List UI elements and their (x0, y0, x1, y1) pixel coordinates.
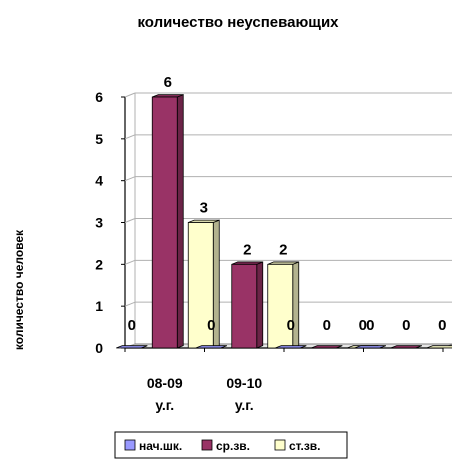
legend-swatch (202, 440, 212, 450)
bar-side (293, 262, 299, 348)
data-label: 0 (287, 317, 295, 334)
data-label: 0 (366, 317, 374, 334)
data-label: 3 (200, 200, 208, 217)
data-label: 0 (402, 317, 410, 334)
y-tick-label: 2 (95, 256, 103, 272)
bar-top (196, 346, 227, 348)
bar-top (311, 346, 342, 348)
data-label: 2 (279, 241, 287, 258)
bar-front (268, 264, 293, 348)
chart-title: количество неуспевающих (137, 14, 339, 31)
x-tick-label: 09-10 (226, 375, 262, 391)
bar-top (116, 346, 147, 348)
data-label: 0 (323, 317, 331, 334)
y-axis-label: количество человек (12, 229, 26, 350)
data-label: 0 (438, 317, 446, 334)
bar-нач.шк. (196, 346, 227, 348)
bar-ст.зв. (268, 262, 299, 348)
y-tick-label: 1 (95, 298, 103, 314)
side-gridline (125, 260, 135, 264)
bar-front (232, 264, 257, 348)
bar-ср.зв. (232, 262, 263, 348)
bar-нач.шк. (355, 346, 386, 348)
y-tick-label: 0 (95, 340, 103, 356)
bar-нач.шк. (116, 346, 147, 348)
x-tick-label: у.г. (235, 397, 254, 413)
bar-ср.зв. (152, 95, 183, 348)
legend-swatch (125, 440, 135, 450)
data-label: 0 (207, 317, 215, 334)
y-tick-label: 4 (95, 173, 103, 189)
legend-swatch (275, 440, 285, 450)
bar-side (257, 262, 263, 348)
bar-нач.шк. (275, 346, 306, 348)
legend: нач.шк. ср.зв. ст.зв. (115, 432, 347, 458)
data-label: 6 (164, 74, 172, 91)
data-label: 2 (243, 241, 251, 258)
bar-top (391, 346, 422, 348)
bar-top (355, 346, 386, 348)
side-gridline (125, 219, 135, 223)
data-label: 0 (128, 317, 136, 334)
bar-top (275, 346, 306, 348)
bar-ср.зв. (311, 346, 342, 348)
y-tick-label: 5 (95, 131, 103, 147)
bar-ср.зв. (391, 346, 422, 348)
y-tick-label: 6 (95, 89, 103, 105)
x-tick-label: у.г. (155, 397, 174, 413)
legend-label: ср.зв. (216, 439, 250, 453)
side-gridline (125, 302, 135, 306)
y-tick-label: 3 (95, 215, 103, 231)
legend-label: ст.зв. (289, 439, 321, 453)
legend-label: нач.шк. (139, 439, 182, 453)
side-gridline (125, 135, 135, 139)
bar-front (152, 97, 177, 348)
bar-side (177, 95, 183, 348)
x-tick-label: 08-09 (147, 375, 183, 391)
side-gridline (125, 177, 135, 181)
side-gridline (125, 93, 135, 97)
